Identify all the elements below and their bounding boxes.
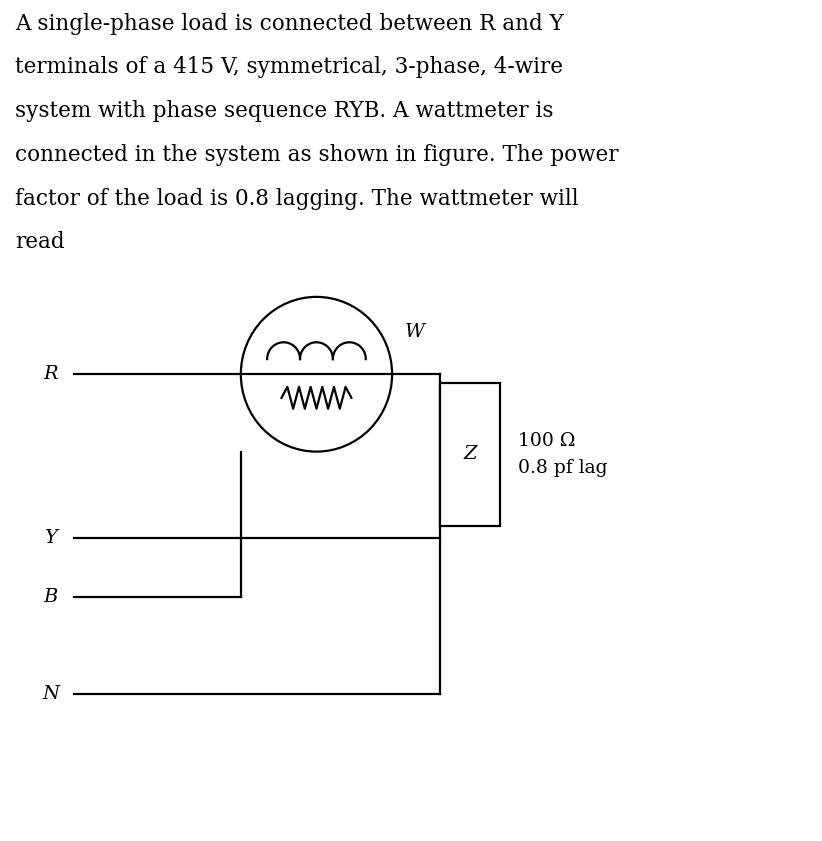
Text: factor of the load is 0.8 lagging. The wattmeter will: factor of the load is 0.8 lagging. The w… — [15, 188, 579, 209]
Text: read: read — [15, 231, 64, 253]
Text: N: N — [43, 685, 59, 703]
Text: W: W — [404, 323, 424, 341]
Text: connected in the system as shown in figure. The power: connected in the system as shown in figu… — [15, 144, 618, 166]
Text: Z: Z — [463, 445, 477, 463]
Bar — [440, 383, 500, 526]
Text: system with phase sequence RYB. A wattmeter is: system with phase sequence RYB. A wattme… — [15, 100, 553, 122]
Text: terminals of a 415 V, symmetrical, 3-phase, 4-wire: terminals of a 415 V, symmetrical, 3-pha… — [15, 56, 563, 78]
Text: B: B — [44, 588, 58, 606]
Text: A single-phase load is connected between R and Y: A single-phase load is connected between… — [15, 13, 564, 34]
Text: Y: Y — [44, 529, 58, 547]
Text: R: R — [44, 365, 58, 383]
Text: 100 Ω
0.8 pf lag: 100 Ω 0.8 pf lag — [518, 431, 607, 477]
